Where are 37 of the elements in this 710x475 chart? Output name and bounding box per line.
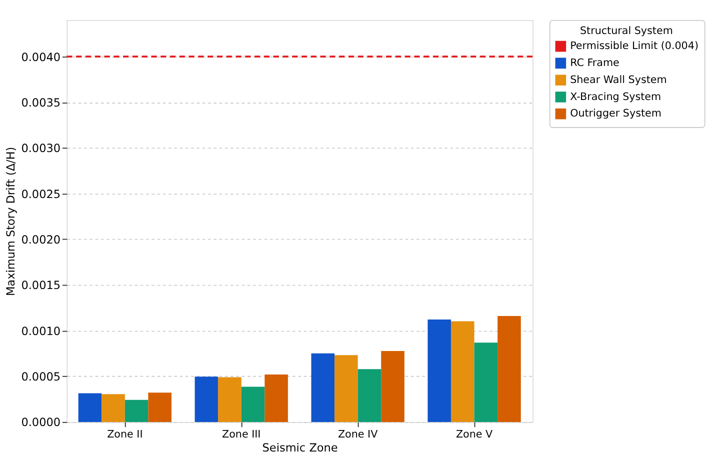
y-tick-label: 0.0020 — [21, 233, 61, 246]
bar — [194, 376, 218, 422]
legend-label: Shear Wall System — [570, 74, 667, 86]
y-tick-label: 0.0035 — [21, 96, 61, 110]
legend-label: X-Bracing System — [570, 90, 662, 103]
x-tick-label: Zone IV — [338, 428, 378, 440]
bar — [241, 386, 265, 422]
bar — [148, 392, 172, 422]
legend-label: Permissible Limit (0.004) — [570, 40, 698, 52]
bar — [218, 377, 242, 422]
y-tick-label: 0.0015 — [21, 279, 61, 292]
legend-title: Structural System — [580, 25, 673, 38]
bar — [498, 316, 521, 422]
bar — [474, 342, 498, 422]
bar — [102, 394, 125, 422]
bar — [358, 369, 382, 422]
bar — [381, 351, 404, 422]
bar — [428, 319, 451, 422]
legend-label: RC Frame — [570, 57, 620, 70]
legend-label: Outrigger System — [570, 108, 662, 120]
y-tick-label: 0.0030 — [21, 142, 61, 156]
bar — [450, 321, 474, 422]
y-axis-title: Maximum Story Drift (Δ/H) — [4, 146, 18, 296]
x-tick-label: Zone II — [107, 428, 143, 440]
y-tick-label: 0.0040 — [21, 50, 61, 64]
bar — [311, 353, 335, 422]
bar — [78, 393, 102, 422]
y-tick-label: 0.0025 — [21, 188, 61, 201]
y-tick-label: 0.0010 — [21, 324, 61, 338]
bar — [124, 400, 148, 422]
x-tick-label: Zone V — [456, 428, 493, 440]
x-axis-title: Seismic Zone — [262, 442, 338, 455]
y-tick-label: 0.0005 — [21, 370, 61, 384]
x-tick-label: Zone III — [222, 428, 261, 440]
bar — [334, 355, 358, 422]
y-tick-label: 0.0000 — [21, 416, 61, 430]
bar — [264, 374, 288, 422]
